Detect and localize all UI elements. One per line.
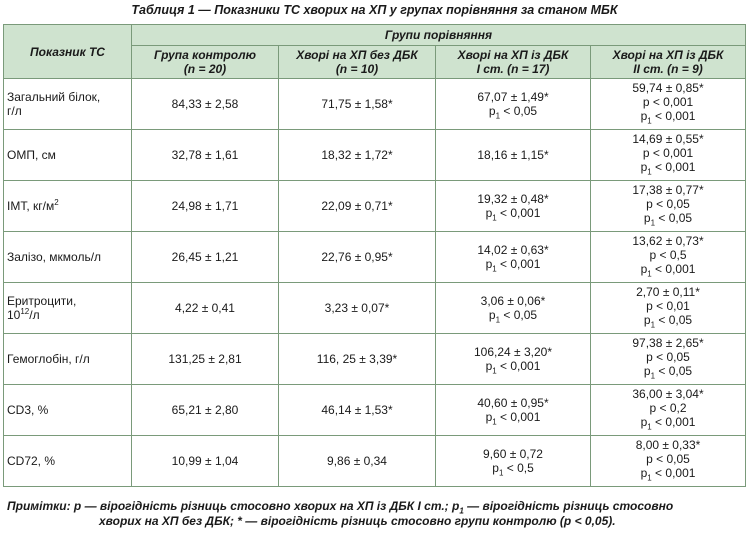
cell-dbk1: 3,06 ± 0,06* p1 < 0,05 xyxy=(435,282,591,334)
table-row: Залізо, мкмоль/л 26,45 ± 1,21 22,76 ± 0,95… xyxy=(3,231,747,283)
table-row: CD72, % 10,99 ± 1,04 9,86 ± 0,34 9,60 ± 0,7… xyxy=(3,435,747,487)
cell-control: 10,99 ± 1,04 xyxy=(131,435,279,487)
cell-no-dbk: 22,76 ± 0,95* xyxy=(278,231,436,283)
header-dbk1: Хворі на ХП із ДБК І ст. (n = 17) xyxy=(435,45,591,79)
table-notes: Примітки: p — вірогідність різниць стосо… xyxy=(7,499,674,528)
cell-no-dbk: 71,75 ± 1,58* xyxy=(278,78,436,130)
cell-dbk2: 13,62 ± 0,73* p < 0,5 p1 < 0,001 xyxy=(589,231,747,283)
cell-no-dbk: 22,09 ± 0,71* xyxy=(278,180,436,232)
header-no-dbk: Хворі на ХП без ДБК (n = 10) xyxy=(278,45,436,79)
cell-control: 26,45 ± 1,21 xyxy=(131,231,279,283)
cell-control: 65,21 ± 2,80 xyxy=(131,384,279,436)
row-indicator: ІМТ, кг/м2 xyxy=(3,180,132,232)
cell-control: 4,22 ± 0,41 xyxy=(131,282,279,334)
table-title: Таблиця 1 — Показники ТС хворих на ХП у … xyxy=(131,3,618,17)
cell-dbk1: 106,24 ± 3,20* p1 < 0,001 xyxy=(435,333,591,385)
cell-control: 84,33 ± 2,58 xyxy=(131,78,279,130)
cell-no-dbk: 46,14 ± 1,53* xyxy=(278,384,436,436)
cell-control: 32,78 ± 1,61 xyxy=(131,129,279,181)
table-row: Гемоглобін, г/л 131,25 ± 2,81 116, 25 ± 3,… xyxy=(3,333,747,385)
cell-dbk2: 97,38 ± 2,65* p < 0,05 p1 < 0,05 xyxy=(589,333,747,385)
header-groups: Групи порівняння xyxy=(130,24,747,46)
header-dbk2: Хворі на ХП із ДБК ІІ ст. (n = 9) xyxy=(589,45,747,79)
cell-control: 131,25 ± 2,81 xyxy=(131,333,279,385)
cell-dbk1: 67,07 ± 1,49* p1 < 0,05 xyxy=(435,78,591,130)
header-indicator: Показник ТС xyxy=(3,24,132,79)
data-table: Показник ТС Групи порівняння Група контр… xyxy=(3,24,747,487)
row-indicator: CD3, % xyxy=(3,384,132,436)
table-row: Еритроцити, 1012/л 4,22 ± 0,41 3,23 ± 0,07*… xyxy=(3,282,747,334)
cell-dbk2: 2,70 ± 0,11* p < 0,01 p1 < 0,05 xyxy=(589,282,747,334)
cell-dbk1: 40,60 ± 0,95* p1 < 0,001 xyxy=(435,384,591,436)
table-row: CD3, % 65,21 ± 2,80 46,14 ± 1,53* 40,60 ± 0… xyxy=(3,384,747,436)
cell-dbk2: 59,74 ± 0,85* p < 0,001 p1 < 0,001 xyxy=(589,78,747,130)
cell-dbk1: 18,16 ± 1,15* xyxy=(435,129,591,181)
table-row: ІМТ, кг/м2 24,98 ± 1,71 22,09 ± 0,71* 19,32… xyxy=(3,180,747,232)
row-indicator: Залізо, мкмоль/л xyxy=(3,231,132,283)
cell-dbk1: 9,60 ± 0,72 p1 < 0,5 xyxy=(435,435,591,487)
cell-dbk2: 8,00 ± 0,33* p < 0,05 p1 < 0,001 xyxy=(589,435,747,487)
row-indicator: Гемоглобін, г/л xyxy=(3,333,132,385)
row-indicator: ОМП, см xyxy=(3,129,132,181)
cell-no-dbk: 116, 25 ± 3,39* xyxy=(278,333,436,385)
cell-dbk1: 14,02 ± 0,63* p1 < 0,001 xyxy=(435,231,591,283)
cell-control: 24,98 ± 1,71 xyxy=(131,180,279,232)
cell-no-dbk: 3,23 ± 0,07* xyxy=(278,282,436,334)
table-row: Загальний білок, г/л 84,33 ± 2,58 71,75 ± 1… xyxy=(3,78,747,130)
cell-dbk2: 36,00 ± 3,04* p < 0,2 p1 < 0,001 xyxy=(589,384,747,436)
row-indicator: Загальний білок, г/л xyxy=(3,78,132,130)
row-indicator: CD72, % xyxy=(3,435,132,487)
cell-dbk1: 19,32 ± 0,48* p1 < 0,001 xyxy=(435,180,591,232)
header-control: Група контролю (n = 20) xyxy=(131,45,279,79)
cell-no-dbk: 9,86 ± 0,34 xyxy=(278,435,436,487)
table-row: ОМП, см 32,78 ± 1,61 18,32 ± 1,72* 18,16 ± … xyxy=(3,129,747,181)
cell-dbk2: 14,69 ± 0,55* p < 0,001 p1 < 0,001 xyxy=(589,129,747,181)
cell-no-dbk: 18,32 ± 1,72* xyxy=(278,129,436,181)
row-indicator: Еритроцити, 1012/л xyxy=(3,282,132,334)
cell-dbk2: 17,38 ± 0,77* p < 0,05 p1 < 0,05 xyxy=(589,180,747,232)
